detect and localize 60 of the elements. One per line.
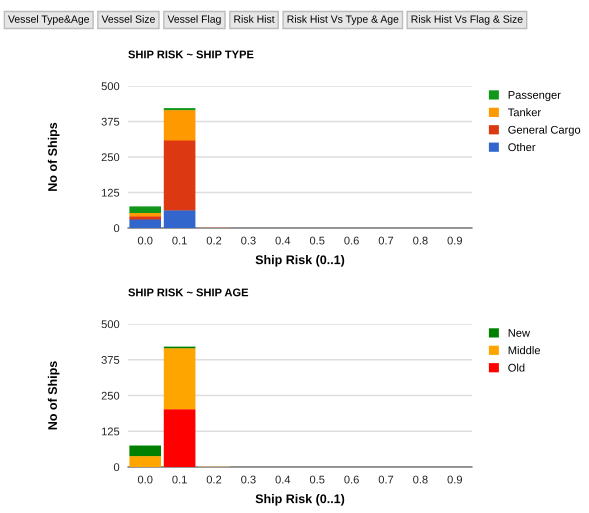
legend-label: Other (508, 142, 536, 152)
x-axis-title: Ship Risk (0..1) (256, 255, 344, 267)
y-tick-label: 0 (114, 224, 120, 232)
bar (129, 212, 162, 216)
text: Risk Hist Vs Flag & Size (412, 15, 523, 25)
x-tick-label: 0.2 (206, 476, 222, 484)
y-tick-label: 375 (102, 118, 120, 126)
x-tick-label: 0.4 (276, 476, 290, 484)
x-tick-label: 0.0 (138, 476, 152, 484)
legend-label: Old (508, 364, 524, 372)
x-tick-label: 0.1 (172, 236, 187, 244)
legend-label: Passenger (508, 91, 561, 102)
bar (164, 348, 196, 410)
chart-title: SHIP RISK ~ SHIP TYPE (128, 50, 254, 58)
text: Vessel Type&Age (8, 15, 90, 25)
legend-label: Middle (508, 346, 540, 354)
legend-label: General Cargo (508, 126, 580, 136)
legend-label: Tanker (508, 108, 541, 116)
x-tick-label: 0.0 (138, 236, 152, 244)
x-tick-label: 0.3 (241, 476, 256, 484)
x-tick-label: 0.9 (448, 476, 462, 484)
text: Vessel Flag (168, 15, 221, 25)
x-tick-label: 0.9 (448, 236, 462, 244)
x-tick-label: 0.4 (276, 236, 290, 244)
y-tick-label: 375 (102, 356, 120, 364)
x-tick-label: 0.6 (344, 236, 359, 244)
bar (129, 446, 162, 456)
x-tick-label: 0.7 (378, 236, 394, 244)
y-tick-label: 500 (102, 320, 120, 328)
x-axis-title: Ship Risk (0..1) (256, 494, 344, 506)
x-tick-label: 0.1 (172, 476, 187, 484)
y-tick-label: 250 (102, 153, 120, 162)
x-tick-label: 0.7 (378, 476, 394, 484)
x-tick-label: 0.5 (310, 236, 324, 244)
y-tick-label: 0 (114, 463, 120, 472)
x-tick-label: 0.8 (413, 236, 428, 244)
x-tick-label: 0.2 (206, 236, 222, 244)
bar (129, 216, 162, 220)
y-tick-label: 500 (102, 82, 120, 90)
legend-label: New (508, 329, 530, 337)
y-tick-label: 125 (102, 428, 120, 436)
y-tick-label: 125 (102, 188, 120, 197)
bar (164, 140, 196, 210)
x-tick-label: 0.3 (241, 236, 256, 244)
text: Risk Hist Vs Type & Age (288, 15, 398, 25)
bar (164, 409, 196, 467)
bar (129, 219, 162, 228)
x-tick-label: 0.6 (344, 476, 359, 484)
y-tick-label: 250 (102, 392, 120, 400)
chart-title: SHIP RISK ~ SHIP AGE (128, 288, 248, 296)
y-axis-title: No of Ships (48, 122, 60, 191)
y-axis-title: No of Ships (48, 361, 60, 430)
x-tick-label: 0.5 (310, 476, 324, 484)
x-tick-label: 0.8 (413, 476, 428, 484)
bar (129, 206, 162, 213)
text: Vessel Size (102, 15, 155, 23)
bar (129, 456, 162, 467)
text: Risk Hist (234, 15, 275, 23)
bar (164, 110, 196, 141)
bar (164, 210, 196, 228)
